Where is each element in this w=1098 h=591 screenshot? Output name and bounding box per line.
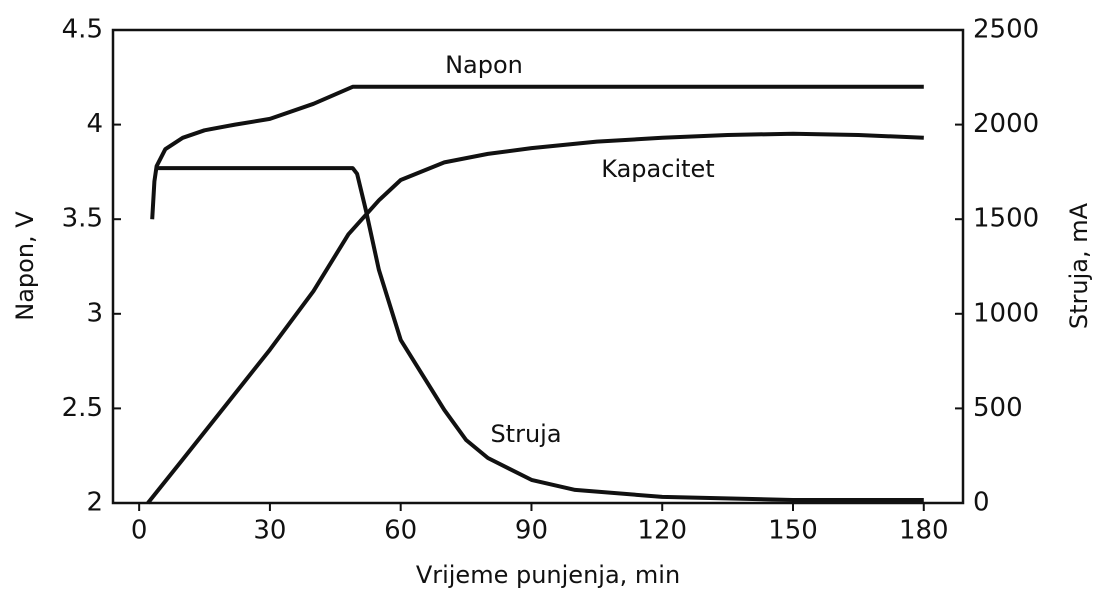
x-tick-label: 30 [253, 516, 286, 546]
y2-tick-label: 0 [973, 488, 990, 518]
x-axis-label: Vrijeme punjenja, min [416, 561, 680, 589]
series-line [150, 84, 924, 220]
y-tick-label: 4 [86, 109, 103, 139]
y-tick-label: 4.5 [62, 15, 103, 45]
x-tick-label: 90 [515, 516, 548, 546]
series-label: Kapacitet [601, 155, 714, 183]
y-tick-label: 3 [86, 298, 103, 328]
y-tick-label: 3.5 [62, 204, 103, 234]
x-tick-label: 0 [131, 516, 148, 546]
series-label: Struja [490, 420, 561, 448]
y2-tick-label: 1500 [973, 204, 1039, 234]
series-line [156, 166, 924, 502]
y-axis-label: Napon, V [11, 211, 39, 321]
x-tick-label: 60 [384, 516, 417, 546]
y-tick-label: 2.5 [62, 393, 103, 423]
x-tick-label: 120 [637, 516, 687, 546]
x-tick-label: 150 [768, 516, 818, 546]
plot-frame [111, 28, 965, 505]
y2-tick-label: 1000 [973, 298, 1039, 328]
y2-tick-label: 2000 [973, 109, 1039, 139]
y2-tick-label: 2500 [973, 15, 1039, 45]
series-label: Napon [445, 51, 523, 79]
y2-tick-label: 500 [973, 393, 1023, 423]
y2-axis-label: Struja, mA [1065, 202, 1093, 329]
x-tick-label: 180 [899, 516, 949, 546]
y-tick-label: 2 [86, 488, 103, 518]
series-line [146, 131, 924, 505]
